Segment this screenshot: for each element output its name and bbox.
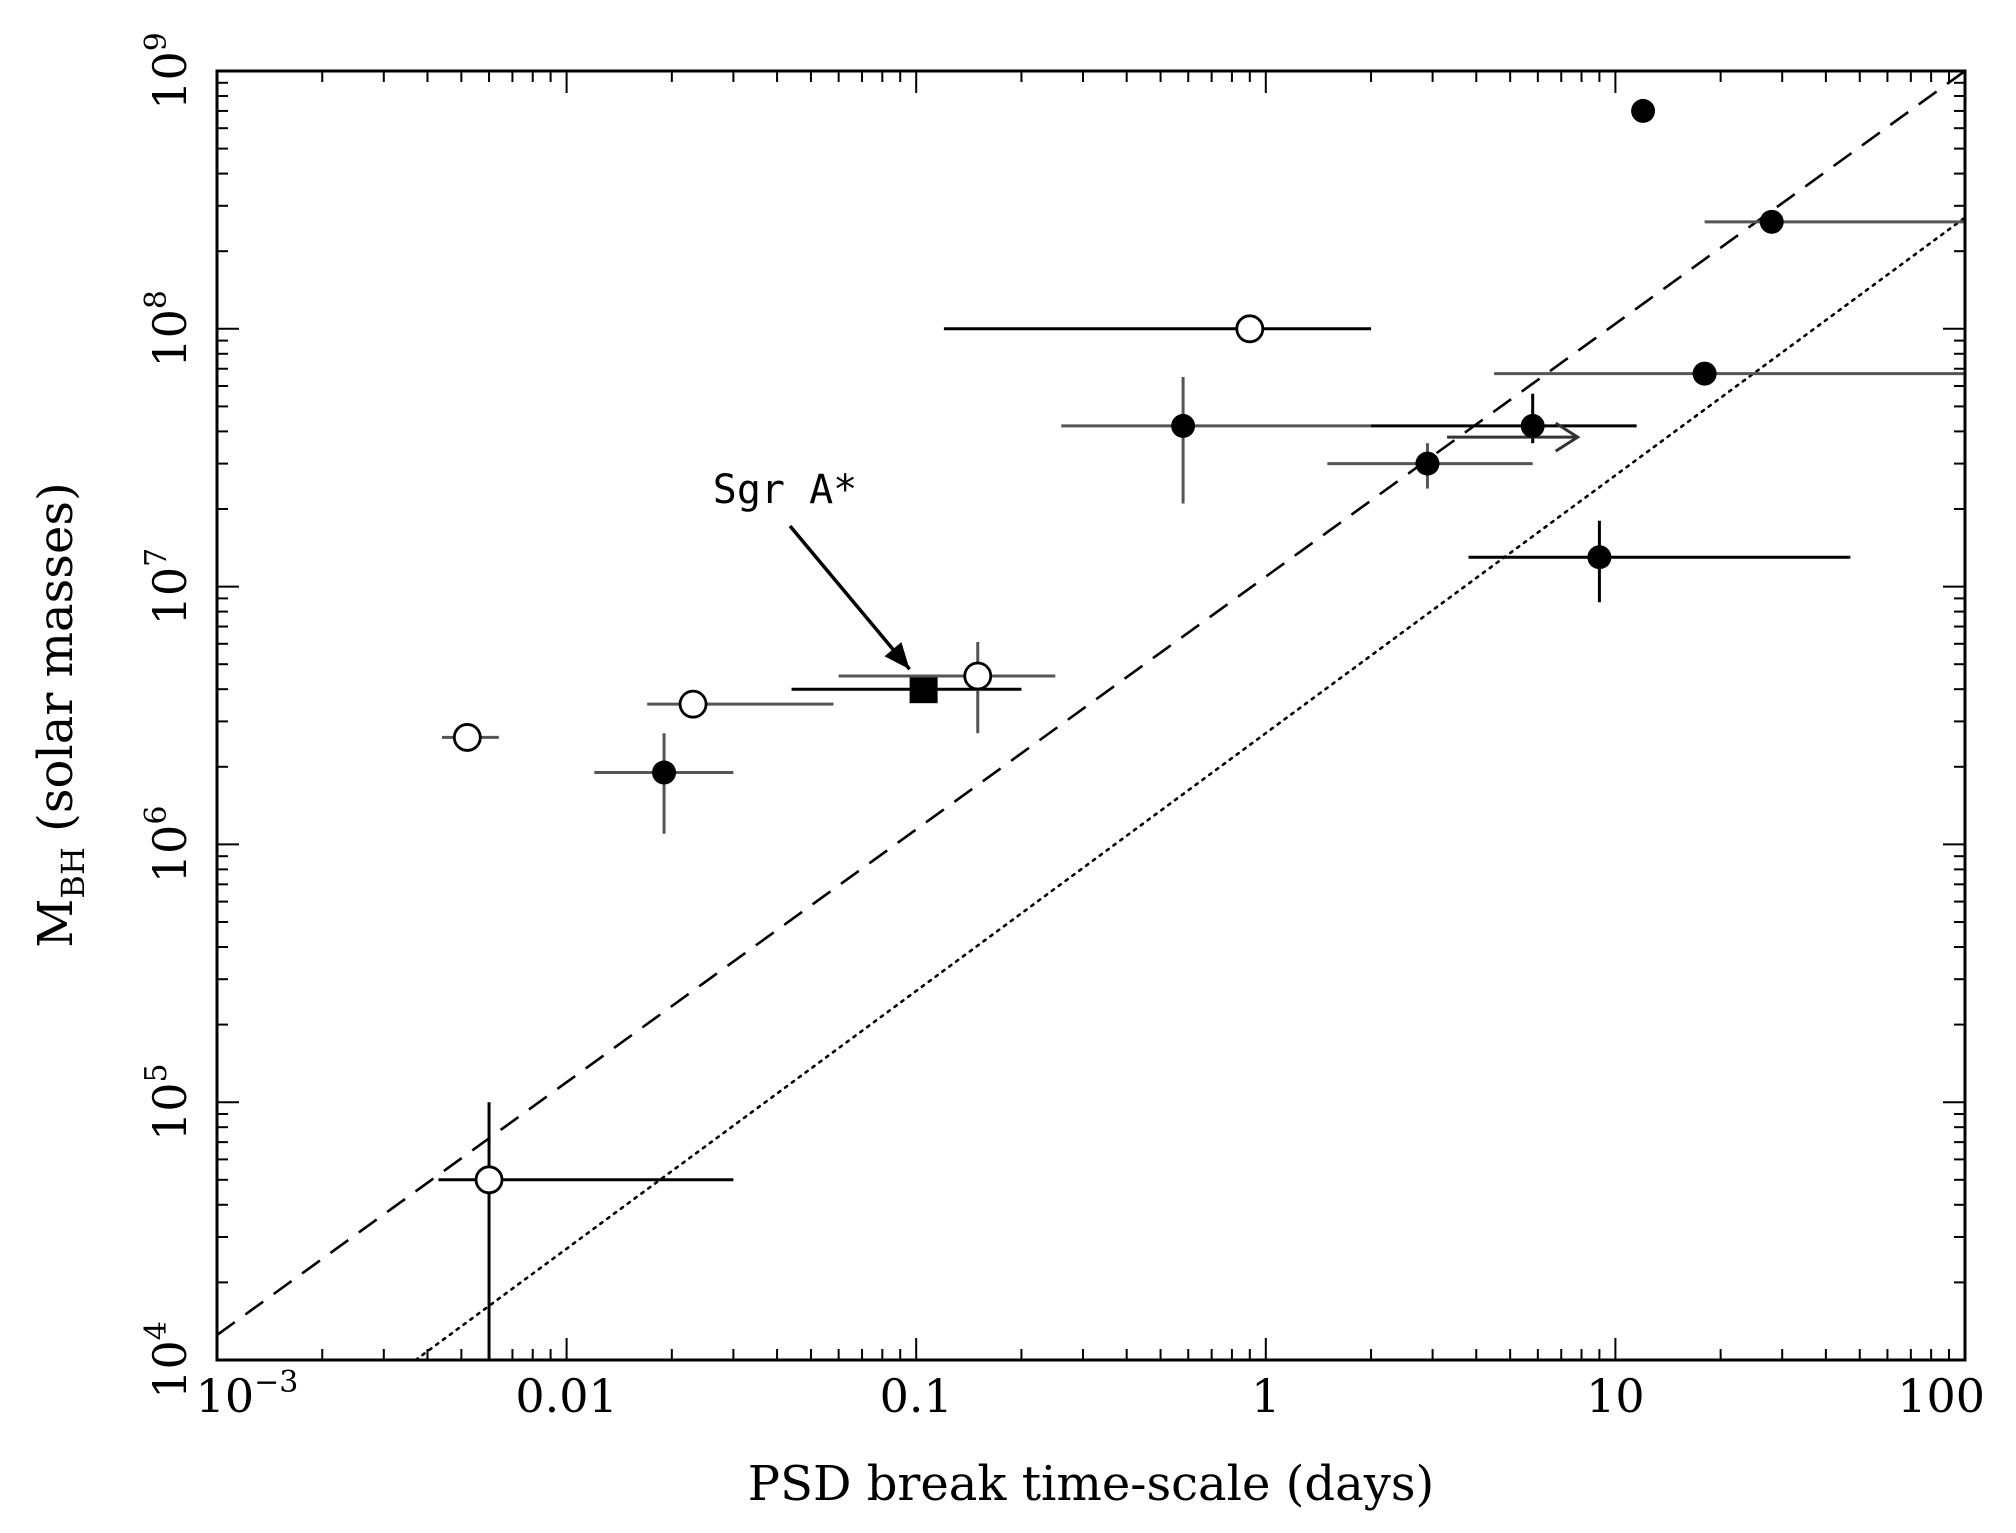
- y-tick-label: 106: [139, 806, 197, 884]
- y-tick-label-base: 10: [143, 309, 197, 368]
- data-points: [438, 98, 1965, 1360]
- y-tick-label-exponent: 7: [139, 548, 174, 567]
- y-tick-label-base: 10: [143, 567, 197, 626]
- y-axis-label-rest: (solar masses): [28, 482, 84, 847]
- data-point-14: [1704, 209, 1965, 234]
- y-tick-label-exponent: 6: [139, 806, 174, 825]
- filled-circle-marker: [1759, 209, 1784, 234]
- x-tick-label-base: 10: [196, 1369, 255, 1423]
- trend-lines: [217, 71, 1965, 1360]
- filled-circle-marker: [1631, 98, 1656, 123]
- dashed-line: [217, 71, 1965, 1337]
- y-axis-label: MBH (solar masses): [28, 482, 92, 947]
- data-point-8: [1061, 377, 1372, 504]
- x-tick-label: 100: [1897, 1369, 1985, 1423]
- data-point-11: [1468, 520, 1851, 603]
- data-point-10: [1371, 393, 1637, 453]
- y-tick-label: 109: [139, 32, 197, 110]
- y-tick-label-exponent: 9: [139, 32, 174, 51]
- filled-circle-marker: [1587, 545, 1612, 570]
- y-tick-label: 104: [139, 1321, 197, 1399]
- limit-arrow-head: [1554, 421, 1581, 453]
- data-point-2: [441, 723, 499, 752]
- data-point-4: [647, 689, 834, 719]
- y-tick-label-base: 10: [143, 51, 197, 110]
- x-tick-label: 10: [1586, 1369, 1645, 1423]
- x-tick-label: 0.01: [515, 1369, 617, 1423]
- y-tick-label-base: 10: [143, 825, 197, 884]
- data-point-6: [838, 641, 1056, 734]
- filled-square-marker: [909, 675, 938, 704]
- annotation-arrow-shaft: [788, 524, 911, 671]
- axis-labels: PSD break time-scale (days) MBH (solar m…: [28, 482, 1434, 1512]
- filled-circle-marker: [1171, 413, 1196, 438]
- open-circle-marker: [452, 723, 482, 752]
- y-tick-label: 108: [139, 290, 197, 368]
- filled-circle-marker: [1415, 451, 1440, 476]
- data-point-13: [1494, 361, 1965, 386]
- data-point-7: [943, 314, 1372, 344]
- data-point-3: [594, 733, 734, 834]
- y-tick-label-exponent: 5: [139, 1063, 174, 1082]
- annotation-arrow-head: [884, 642, 910, 670]
- data-point-1: [438, 1102, 734, 1360]
- x-tick-label-exponent: −3: [254, 1365, 298, 1400]
- y-tick-label-base: 10: [143, 1340, 197, 1399]
- open-circle-marker: [474, 1165, 504, 1195]
- y-tick-label-exponent: 4: [139, 1321, 174, 1340]
- filled-circle-marker: [652, 760, 677, 785]
- filled-circle-marker: [1692, 361, 1717, 386]
- data-point-9: [1327, 443, 1533, 489]
- data-point-12: [1631, 98, 1656, 123]
- annotations: Sgr A*: [713, 467, 911, 671]
- y-tick-label-base: 10: [143, 1082, 197, 1141]
- open-circle-marker: [963, 661, 993, 691]
- x-tick-label: 1: [1251, 1369, 1280, 1423]
- y-tick-label: 107: [139, 548, 197, 626]
- plot-frame: [215, 69, 1967, 1362]
- dotted-line: [414, 216, 1965, 1360]
- y-axis-label-subscript: BH: [54, 847, 92, 898]
- open-circle-marker: [678, 689, 708, 719]
- open-circle-marker: [1235, 314, 1265, 344]
- annotation-label: Sgr A*: [713, 467, 858, 513]
- filled-circle-marker: [1520, 413, 1545, 438]
- y-tick-label-exponent: 8: [139, 290, 174, 309]
- x-tick-label: 10−3: [196, 1365, 299, 1423]
- y-axis-label-main: M: [28, 899, 84, 948]
- x-tick-label: 0.1: [880, 1369, 953, 1423]
- y-tick-label: 105: [139, 1063, 197, 1141]
- x-axis-label: PSD break time-scale (days): [748, 1456, 1434, 1512]
